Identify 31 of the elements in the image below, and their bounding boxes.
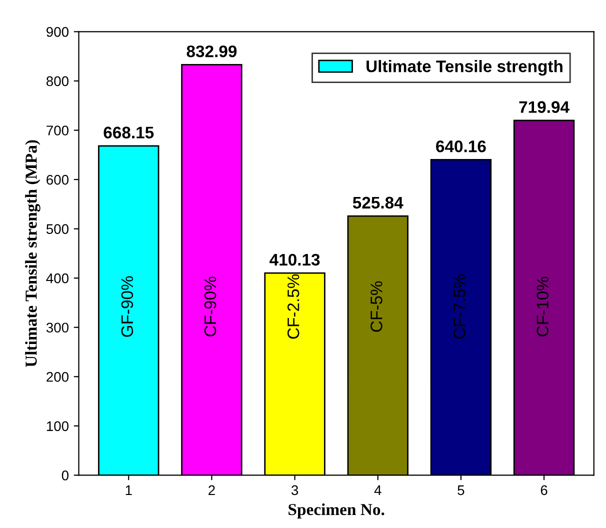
data-label: 525.84 [352,196,404,209]
y-tick-label: 600 [46,174,69,185]
x-tick-label: 6 [540,485,548,496]
y-tick-label: 800 [46,76,69,86]
annotation: CF-2.5% [287,274,300,339]
x-tick-label: 2 [208,485,215,495]
y-tick-label: 500 [46,224,69,234]
y-axis-title: Ultimate Tensile strength (MPa) [25,140,40,367]
annotation: CF-5% [370,281,382,332]
annotation: CF-10% [536,276,549,336]
data-label: 410.13 [270,254,320,266]
annotation: GF-90% [121,276,134,337]
y-tick-label: 400 [46,273,69,284]
y-tick-label: 300 [46,322,69,333]
annotation: CF-7.5% [454,274,466,339]
y-tick-label: 0 [62,470,69,480]
y-tick-label: 100 [46,421,69,432]
data-label: 640.16 [436,140,486,152]
data-label: 668.15 [104,126,154,138]
y-tick-label: 700 [46,126,69,136]
data-label: 832.99 [186,45,237,58]
data-label: 719.94 [519,101,570,113]
x-tick-label: 5 [458,485,464,496]
x-tick-label: 4 [374,485,382,495]
annotation: CF-90% [204,276,216,336]
y-tick-label: 200 [46,372,69,382]
legend-label: Ultimate Tensile strength [366,60,562,76]
x-tick-label: 1 [126,485,132,495]
x-axis-title: Specimen No. [288,503,384,519]
x-tick-label: 3 [291,485,298,496]
y-tick-label: 900 [46,27,69,37]
